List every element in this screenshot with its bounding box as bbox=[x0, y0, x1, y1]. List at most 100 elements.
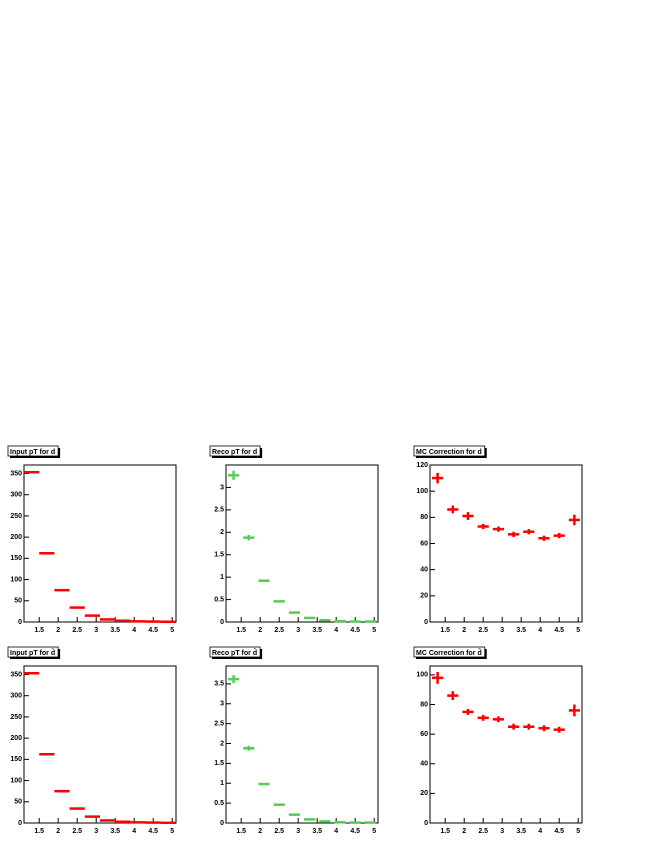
plot-frame bbox=[429, 665, 583, 824]
y-tick-label: 50 bbox=[14, 799, 22, 806]
x-tick-label: 1.5 bbox=[34, 828, 44, 835]
x-tick-label: 3.5 bbox=[516, 828, 526, 835]
y-tick-label: 1 bbox=[220, 574, 224, 581]
x-tick-label: 3.5 bbox=[312, 627, 322, 634]
y-tick-label: 200 bbox=[10, 735, 22, 742]
x-tick-label: 1.5 bbox=[34, 627, 44, 634]
x-tick-label: 3 bbox=[296, 627, 300, 634]
x-tick-label: 4.5 bbox=[148, 627, 158, 634]
x-tick-label: 5 bbox=[170, 828, 174, 835]
y-tick-label: 20 bbox=[420, 593, 428, 600]
y-tick-label: 100 bbox=[416, 672, 428, 679]
y-tick-label: 0.5 bbox=[214, 800, 224, 807]
y-tick-label: 2.5 bbox=[214, 507, 224, 514]
plot-frame bbox=[225, 665, 379, 824]
x-tick-label: 4.5 bbox=[554, 828, 564, 835]
y-tick-label: 120 bbox=[416, 462, 428, 469]
y-tick-label: 60 bbox=[420, 731, 428, 738]
y-tick-label: 1.5 bbox=[214, 760, 224, 767]
x-tick-label: 5 bbox=[372, 828, 376, 835]
x-tick-label: 1.5 bbox=[236, 828, 246, 835]
y-tick-label: 3 bbox=[220, 484, 224, 491]
x-tick-label: 4 bbox=[334, 828, 338, 835]
y-tick-label: 20 bbox=[420, 790, 428, 797]
y-tick-label: 0 bbox=[18, 619, 22, 626]
pad-title: Reco pT for d bbox=[212, 449, 257, 456]
pad-title: Input pT for d̄ bbox=[10, 648, 55, 657]
x-tick-label: 5 bbox=[576, 828, 580, 835]
x-tick-label: 2 bbox=[56, 828, 60, 835]
y-tick-label: 0 bbox=[220, 820, 224, 827]
y-tick-label: 3 bbox=[220, 701, 224, 708]
x-tick-label: 4 bbox=[334, 627, 338, 634]
x-tick-label: 1.5 bbox=[440, 828, 450, 835]
y-tick-label: 80 bbox=[420, 514, 428, 521]
x-tick-label: 3.5 bbox=[516, 627, 526, 634]
title-box bbox=[7, 445, 59, 457]
x-tick-label: 3 bbox=[94, 828, 98, 835]
y-tick-label: 0 bbox=[424, 820, 428, 827]
x-tick-label: 5 bbox=[576, 627, 580, 634]
y-tick-label: 100 bbox=[416, 488, 428, 495]
x-tick-label: 3 bbox=[94, 627, 98, 634]
y-tick-label: 100 bbox=[10, 777, 22, 784]
pad-title: Reco pT for d̄ bbox=[212, 648, 257, 657]
x-tick-label: 2 bbox=[462, 828, 466, 835]
x-tick-label: 2.5 bbox=[478, 627, 488, 634]
title-box bbox=[209, 445, 261, 457]
x-tick-label: 3.5 bbox=[110, 828, 120, 835]
y-tick-label: 350 bbox=[10, 671, 22, 678]
x-tick-label: 2 bbox=[462, 627, 466, 634]
y-tick-label: 0 bbox=[220, 619, 224, 626]
pad-title: MC Correction for d bbox=[416, 449, 482, 456]
x-tick-label: 5 bbox=[170, 627, 174, 634]
histogram-pad: 1.5 2 2.5 3 3.5 4 4.5 5050100150200250300350Inp… bbox=[7, 445, 177, 634]
y-tick-label: 0.5 bbox=[214, 596, 224, 603]
x-tick-label: 4.5 bbox=[554, 627, 564, 634]
x-tick-label: 4.5 bbox=[350, 828, 360, 835]
y-tick-label: 50 bbox=[14, 598, 22, 605]
x-tick-label: 3 bbox=[296, 828, 300, 835]
y-tick-label: 40 bbox=[420, 761, 428, 768]
y-tick-label: 150 bbox=[10, 555, 22, 562]
histogram-pad: 1.5 2 2.5 3 3.5 4 4.5 5 0 20 40 60 80 100 120 MC Correc… bbox=[413, 445, 583, 634]
y-tick-label: 350 bbox=[10, 470, 22, 477]
y-tick-label: 40 bbox=[420, 567, 428, 574]
x-tick-label: 2 bbox=[258, 627, 262, 634]
y-tick-label: 0 bbox=[18, 820, 22, 827]
y-tick-label: 3.5 bbox=[214, 681, 224, 688]
pad-title: MC Correction for d̄ bbox=[416, 648, 482, 657]
x-tick-label: 3 bbox=[500, 828, 504, 835]
y-tick-label: 300 bbox=[10, 492, 22, 499]
y-tick-label: 2.5 bbox=[214, 720, 224, 727]
y-tick-label: 80 bbox=[420, 701, 428, 708]
x-tick-label: 2.5 bbox=[274, 627, 284, 634]
y-tick-label: 1 bbox=[220, 780, 224, 787]
plot-frame bbox=[23, 665, 177, 824]
x-tick-label: 2 bbox=[258, 828, 262, 835]
plot-frame bbox=[429, 464, 583, 623]
x-tick-label: 2.5 bbox=[72, 828, 82, 835]
x-tick-label: 4.5 bbox=[148, 828, 158, 835]
title-box bbox=[413, 646, 486, 658]
histogram-pad: 1.5 2 2.5 3 3.5 4 4.5 5050100150200250300350Inp… bbox=[7, 646, 177, 835]
x-tick-label: 1.5 bbox=[440, 627, 450, 634]
x-tick-label: 4 bbox=[538, 828, 542, 835]
title-box bbox=[7, 646, 59, 658]
plot-frame bbox=[23, 464, 177, 623]
y-tick-label: 300 bbox=[10, 693, 22, 700]
y-tick-label: 2 bbox=[220, 740, 224, 747]
x-tick-label: 4.5 bbox=[350, 627, 360, 634]
y-tick-label: 60 bbox=[420, 540, 428, 547]
y-tick-label: 2 bbox=[220, 529, 224, 536]
x-tick-label: 2.5 bbox=[274, 828, 284, 835]
x-tick-label: 1.5 bbox=[236, 627, 246, 634]
x-tick-label: 2.5 bbox=[478, 828, 488, 835]
pad-title: Input pT for d bbox=[10, 449, 55, 456]
y-tick-label: 250 bbox=[10, 714, 22, 721]
histogram-pad: 1.5 2 2.5 3 3.5 4 4.5 5 0 0.5 1 1.5 2 2.5 3 3.5 Reco pT … bbox=[209, 646, 379, 835]
x-tick-label: 4 bbox=[132, 828, 136, 835]
y-tick-label: 150 bbox=[10, 756, 22, 763]
histogram-pad: 1.5 2 2.5 3 3.5 4 4.5 5 0 20 40 60 80 100 MC Correctio… bbox=[413, 646, 583, 835]
